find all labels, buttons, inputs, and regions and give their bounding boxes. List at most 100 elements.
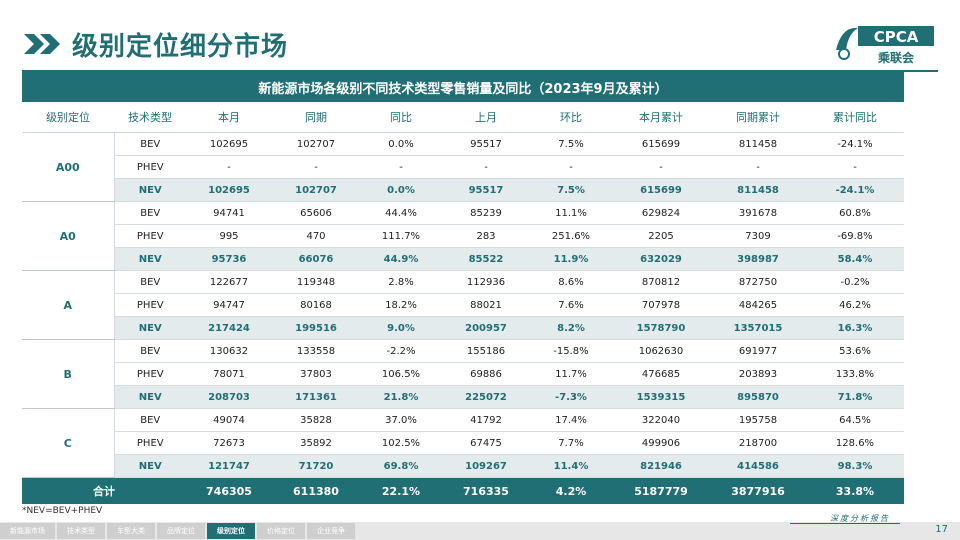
cumulative-cell: 632029 xyxy=(612,247,710,271)
ly-cumulative-cell: 811458 xyxy=(710,178,806,202)
ly-cumulative-cell: 872750 xyxy=(710,270,806,294)
mom-cell: -15.8% xyxy=(530,339,612,363)
month-cell: 130632 xyxy=(186,339,272,363)
table-header-row: 级别定位 技术类型 本月 同期 同比 上月 环比 本月累计 同期累计 累计同比 xyxy=(22,102,904,133)
table-row: PHEV - - - - - - - - xyxy=(22,155,904,179)
month-cell: 121747 xyxy=(186,454,272,478)
mom-cell: 4.2% xyxy=(530,477,612,504)
footnote: *NEV=BEV+PHEV xyxy=(22,506,103,516)
cumulative-cell: 1062630 xyxy=(612,339,710,363)
cumulative-cell: 707978 xyxy=(612,293,710,317)
nev-subtotal-row: NEV 95736 66076 44.9% 85522 11.9% 632029… xyxy=(22,247,904,271)
ly-cumulative-cell: 484265 xyxy=(710,293,806,317)
mom-cell: 251.6% xyxy=(530,224,612,248)
mom-cell: 8.6% xyxy=(530,270,612,294)
cumulative-cell: 821946 xyxy=(612,454,710,478)
tech-type-cell: BEV xyxy=(114,132,186,156)
prev-month-cell: 85239 xyxy=(442,201,530,225)
prev-month-cell: 69886 xyxy=(442,362,530,386)
nav-tab-tech-type[interactable]: 技术类型 xyxy=(57,523,105,539)
tech-type-cell: PHEV xyxy=(114,293,186,317)
mom-cell: 11.1% xyxy=(530,201,612,225)
ly-cumulative-cell: 203893 xyxy=(710,362,806,386)
total-label: 合计 xyxy=(22,477,186,504)
last-year-cell: 35892 xyxy=(272,431,360,455)
last-year-cell: 133558 xyxy=(272,339,360,363)
double-chevron-icon xyxy=(22,32,62,56)
cum-yoy-cell: 33.8% xyxy=(806,477,904,504)
tech-type-cell: NEV xyxy=(114,316,186,340)
last-year-cell: 119348 xyxy=(272,270,360,294)
yoy-cell: 9.0% xyxy=(360,316,442,340)
group-label: A00 xyxy=(22,132,115,202)
cum-yoy-cell: 16.3% xyxy=(806,316,904,340)
col-header: 本月 xyxy=(186,102,272,133)
prev-month-cell: 109267 xyxy=(442,454,530,478)
last-year-cell: 35828 xyxy=(272,408,360,432)
group-label: B xyxy=(22,339,115,409)
month-cell: 72673 xyxy=(186,431,272,455)
mom-cell: 11.9% xyxy=(530,247,612,271)
tech-type-cell: PHEV xyxy=(114,362,186,386)
ly-cumulative-cell: 811458 xyxy=(710,132,806,156)
prev-month-cell: 283 xyxy=(442,224,530,248)
nav-tab-price-position[interactable]: 价格定位 xyxy=(257,523,305,539)
cumulative-cell: 1539315 xyxy=(612,385,710,409)
title-divider xyxy=(22,70,938,72)
yoy-cell: 69.8% xyxy=(360,454,442,478)
nav-tab-nev-market[interactable]: 新能源市场 xyxy=(0,523,55,539)
month-cell: 78071 xyxy=(186,362,272,386)
sales-table-container: 新能源市场各级别不同技术类型零售销量及同比（2023年9月及累计） 级别定位 技… xyxy=(22,72,904,504)
mom-cell: 11.7% xyxy=(530,362,612,386)
nav-tab-level-position[interactable]: 级别定位 xyxy=(207,523,255,539)
prev-month-cell: 200957 xyxy=(442,316,530,340)
nav-tab-vehicle-class[interactable]: 车型大类 xyxy=(107,523,155,539)
prev-month-cell: 95517 xyxy=(442,178,530,202)
month-cell: 94747 xyxy=(186,293,272,317)
prev-month-cell: 88021 xyxy=(442,293,530,317)
col-header: 级别定位 xyxy=(22,102,114,133)
yoy-cell: 37.0% xyxy=(360,408,442,432)
cum-yoy-cell: 46.2% xyxy=(806,293,904,317)
month-cell: 995 xyxy=(186,224,272,248)
cum-yoy-cell: 128.6% xyxy=(806,431,904,455)
table-row: A BEV 122677 119348 2.8% 112936 8.6% 870… xyxy=(22,270,904,340)
prev-month-cell: 155186 xyxy=(442,339,530,363)
prev-month-cell: 67475 xyxy=(442,431,530,455)
page-number: 17 xyxy=(935,524,948,535)
mom-cell: 7.7% xyxy=(530,431,612,455)
ly-cumulative-cell: - xyxy=(710,155,806,179)
col-header: 上月 xyxy=(442,102,530,133)
page-title: 级别定位细分市场 xyxy=(72,31,289,62)
tech-type-cell: PHEV xyxy=(114,224,186,248)
last-year-cell: 611380 xyxy=(272,477,360,504)
title-area: 级别定位细分市场 xyxy=(22,24,288,64)
tech-type-cell: BEV xyxy=(114,339,186,363)
prev-month-cell: 85522 xyxy=(442,247,530,271)
cum-yoy-cell: 98.3% xyxy=(806,454,904,478)
nav-tab-enterprise-competition[interactable]: 企业竞争 xyxy=(307,523,355,539)
tech-type-cell: BEV xyxy=(114,270,186,294)
tech-type-cell: NEV xyxy=(114,178,186,202)
last-year-cell: - xyxy=(272,155,360,179)
nev-subtotal-row: NEV 217424 199516 9.0% 200957 8.2% 15787… xyxy=(22,316,904,340)
cum-yoy-cell: 53.6% xyxy=(806,339,904,363)
cumulative-cell: 870812 xyxy=(612,270,710,294)
yoy-cell: 111.7% xyxy=(360,224,442,248)
tech-type-cell: BEV xyxy=(114,408,186,432)
col-header: 同比 xyxy=(360,102,442,133)
month-cell: 122677 xyxy=(186,270,272,294)
cum-yoy-cell: -69.8% xyxy=(806,224,904,248)
mom-cell: 7.5% xyxy=(530,178,612,202)
table-row: C BEV 49074 35828 37.0% 41792 17.4% 3220… xyxy=(22,408,904,478)
yoy-cell: 44.4% xyxy=(360,201,442,225)
col-header: 本月累计 xyxy=(612,102,710,133)
yoy-cell: -2.2% xyxy=(360,339,442,363)
cum-yoy-cell: -0.2% xyxy=(806,270,904,294)
cumulative-cell: 476685 xyxy=(612,362,710,386)
nav-tab-brand-position[interactable]: 品牌定位 xyxy=(157,523,205,539)
yoy-cell: 0.0% xyxy=(360,132,442,156)
ly-cumulative-cell: 398987 xyxy=(710,247,806,271)
mom-cell: 17.4% xyxy=(530,408,612,432)
table-title: 新能源市场各级别不同技术类型零售销量及同比（2023年9月及累计） xyxy=(22,72,904,102)
